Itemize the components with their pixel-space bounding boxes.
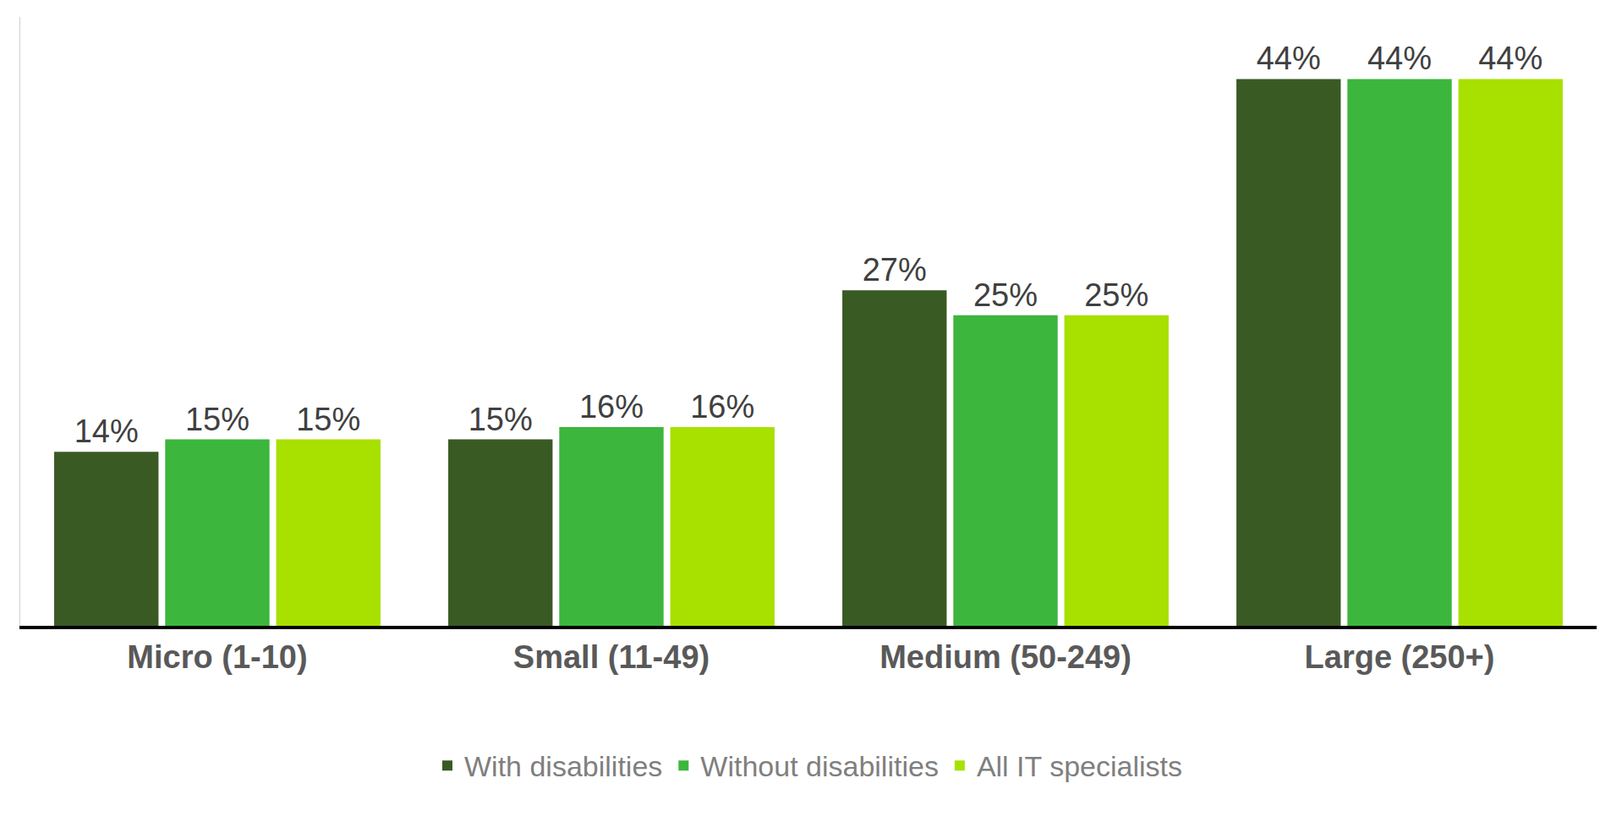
svg-text:Large (250+): Large (250+) [1304,639,1496,675]
svg-text:16%: 16% [579,389,644,425]
svg-text:44%: 44% [1478,40,1543,77]
svg-text:27%: 27% [862,252,927,288]
svg-text:44%: 44% [1367,40,1432,77]
svg-text:15%: 15% [468,401,533,438]
svg-text:25%: 25% [973,277,1038,313]
svg-text:44%: 44% [1256,40,1321,77]
svg-text:Micro (1-10): Micro (1-10) [126,639,307,675]
svg-text:Small (11-49): Small (11-49) [513,639,710,675]
svg-text:All IT specialists: All IT specialists [976,750,1183,783]
svg-text:14%: 14% [74,413,139,450]
svg-text:Without disabilities: Without disabilities [700,750,939,783]
svg-text:15%: 15% [185,401,250,438]
svg-text:25%: 25% [1084,277,1149,313]
svg-text:With disabilities: With disabilities [464,750,663,783]
svg-text:16%: 16% [690,389,755,425]
svg-text:15%: 15% [295,401,361,438]
svg-text:Medium (50-249): Medium (50-249) [879,639,1132,675]
